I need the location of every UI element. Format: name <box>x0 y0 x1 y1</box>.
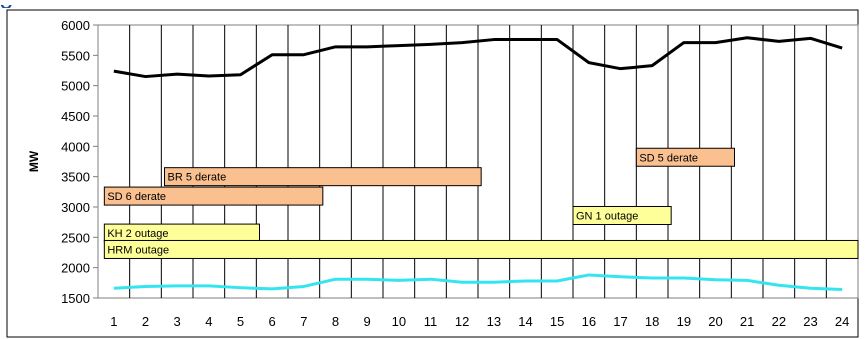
x-tick-label: 12 <box>455 314 469 329</box>
x-tick-label: 15 <box>550 314 564 329</box>
y-tick-label: 3500 <box>61 170 90 185</box>
event-bar-label: GN 1 outage <box>576 210 638 222</box>
x-tick-label: 3 <box>174 314 181 329</box>
x-tick-label: 9 <box>364 314 371 329</box>
event-bar-rect <box>635 147 735 167</box>
x-tick-label: 4 <box>205 314 212 329</box>
event-bar: HRM outage <box>103 239 859 259</box>
x-tick-label: 18 <box>645 314 659 329</box>
event-bar: SD 6 derate <box>103 186 324 206</box>
event-bar-rect <box>103 186 324 206</box>
x-tick-label: 5 <box>237 314 244 329</box>
x-tick-label: 23 <box>803 314 817 329</box>
y-tick-label: 5000 <box>61 79 90 94</box>
x-tick-label: 17 <box>613 314 627 329</box>
series-line-top <box>113 36 843 79</box>
x-tick-label: 16 <box>582 314 596 329</box>
x-tick-label: 7 <box>300 314 307 329</box>
event-bar: GN 1 outage <box>572 205 672 225</box>
y-tick-label: 2000 <box>61 261 90 276</box>
x-tick-label: 1 <box>110 314 117 329</box>
x-axis-ticks: 1 2 3 4 5 6 7 8 9 10 11 12 13 14 15 16 17 18 19 20 21 22 23 24 <box>110 314 849 329</box>
y-axis-ticks: 1500 2000 2500 3000 3500 4000 4500 5000 5500 6000 <box>61 18 98 306</box>
x-tick-label: 6 <box>269 314 276 329</box>
x-tick-label: 10 <box>392 314 406 329</box>
y-tick-label: 6000 <box>61 18 90 33</box>
series-lines <box>113 36 843 292</box>
event-bar: BR 5 derate <box>164 167 482 187</box>
y-tick-label: 3000 <box>61 200 90 215</box>
event-bar-label: KH 2 outage <box>107 228 168 240</box>
event-bar: KH 2 outage <box>103 223 261 243</box>
y-tick-label: 4000 <box>61 139 90 154</box>
event-bar-rect <box>164 167 482 187</box>
x-tick-label: 21 <box>740 314 754 329</box>
event-bar-label: HRM outage <box>107 244 169 256</box>
x-tick-label: 2 <box>142 314 149 329</box>
event-bar-rect <box>572 205 672 225</box>
series-line-bottom <box>113 273 843 292</box>
x-tick-label: 11 <box>424 314 438 329</box>
event-bar-label: SD 6 derate <box>107 191 166 203</box>
chart-title-strip: O <box>0 0 865 8</box>
y-tick-label: 5500 <box>61 48 90 63</box>
event-bar-label: SD 5 derate <box>639 152 698 164</box>
x-tick-label: 19 <box>677 314 691 329</box>
y-tick-label: 4500 <box>61 109 90 124</box>
event-bar-rect <box>103 239 859 259</box>
y-axis-label: MW <box>27 150 41 172</box>
x-tick-label: 20 <box>708 314 722 329</box>
x-tick-label: 8 <box>332 314 339 329</box>
y-tick-label: 1500 <box>61 291 90 306</box>
event-bar: SD 5 derate <box>635 147 735 167</box>
x-tick-label: 13 <box>487 314 501 329</box>
x-tick-label: 22 <box>772 314 786 329</box>
x-tick-label: 14 <box>518 314 532 329</box>
x-tick-label: 24 <box>835 314 849 329</box>
event-bar-label: BR 5 derate <box>168 172 227 184</box>
y-tick-label: 2500 <box>61 230 90 245</box>
